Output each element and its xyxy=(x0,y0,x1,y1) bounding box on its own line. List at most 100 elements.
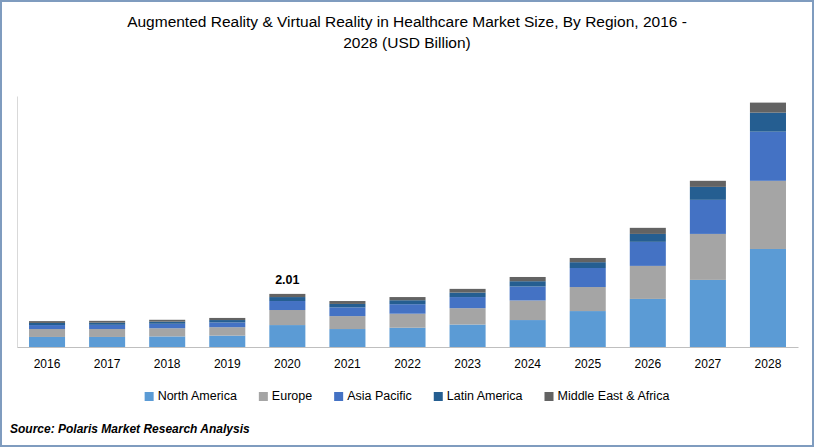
annotation: 2.01 xyxy=(275,273,299,287)
bar-segment xyxy=(630,228,666,234)
legend-label: Latin America xyxy=(447,389,523,403)
bar-segment xyxy=(510,320,546,347)
x-tick: 2018 xyxy=(154,347,181,371)
bar-segment xyxy=(29,321,65,323)
legend-swatch xyxy=(259,392,268,401)
x-tick: 2017 xyxy=(94,347,121,371)
bar-segment xyxy=(269,294,305,297)
legend-swatch xyxy=(545,392,554,401)
x-tick-label: 2027 xyxy=(695,357,722,371)
x-tick: 2024 xyxy=(514,347,541,371)
bar-segment xyxy=(209,322,245,327)
bar-segment xyxy=(389,314,425,328)
bar-segment xyxy=(29,329,65,337)
bar-segment xyxy=(570,311,606,347)
bar-segment xyxy=(570,287,606,311)
legend-swatch xyxy=(334,392,343,401)
x-tick: 2025 xyxy=(574,347,601,371)
x-tick-label: 2021 xyxy=(334,357,361,371)
bar-segment xyxy=(329,307,365,316)
bar-segment xyxy=(149,320,185,322)
caption: Source: Polaris Market Research Analysis xyxy=(10,422,250,436)
x-tick: 2028 xyxy=(755,347,782,371)
x-tick: 2027 xyxy=(695,347,722,371)
x-tick: 2020 xyxy=(274,347,301,371)
y-axis xyxy=(17,97,18,348)
legend-item: Middle East & Africa xyxy=(545,389,670,403)
x-tick-label: 2019 xyxy=(214,357,241,371)
bar-segment xyxy=(269,310,305,325)
bar-segment xyxy=(630,242,666,266)
bar-segment xyxy=(149,322,185,324)
bar-segment xyxy=(329,304,365,307)
bar-segment xyxy=(89,337,125,347)
bar-segment xyxy=(389,297,425,300)
bar-segment xyxy=(450,325,486,347)
x-tick: 2019 xyxy=(214,347,241,371)
legend-swatch xyxy=(434,392,443,401)
legend-item: Asia Pacific xyxy=(334,389,412,403)
x-tick-label: 2022 xyxy=(394,357,421,371)
bar-segment xyxy=(750,181,786,249)
bar-segment xyxy=(690,200,726,234)
bar-segment xyxy=(570,268,606,287)
legend-label: Europe xyxy=(272,389,312,403)
x-tick: 2016 xyxy=(34,347,61,371)
legend-label: Middle East & Africa xyxy=(558,389,670,403)
x-tick-label: 2016 xyxy=(34,357,61,371)
title: Augmented Reality & Virtual Reality in H… xyxy=(127,13,687,51)
bar-segment xyxy=(89,321,125,323)
bar-segment xyxy=(750,132,786,181)
bar-segment xyxy=(389,328,425,347)
bar-segment xyxy=(209,336,245,347)
chart: Augmented Reality & Virtual Reality in H… xyxy=(0,0,814,447)
bar-segment xyxy=(750,113,786,132)
x-tick-label: 2017 xyxy=(94,357,121,371)
x-tick: 2023 xyxy=(454,347,481,371)
bar-segment xyxy=(89,329,125,337)
x-tick-label: 2028 xyxy=(755,357,782,371)
bar-segment xyxy=(149,324,185,328)
bar-segment xyxy=(510,281,546,286)
bar-segment xyxy=(690,187,726,200)
bar-segment xyxy=(570,262,606,268)
bar-segment xyxy=(209,318,245,320)
legend-label: North America xyxy=(158,389,237,403)
bar-segment xyxy=(630,299,666,347)
x-tick: 2022 xyxy=(394,347,421,371)
bar-segment xyxy=(209,327,245,335)
bar-segment xyxy=(269,297,305,301)
bar-segment xyxy=(149,336,185,347)
bar-segment xyxy=(29,325,65,329)
bar-segment xyxy=(510,277,546,281)
bar-segment xyxy=(89,325,125,329)
bar-segment xyxy=(329,301,365,304)
bar-segment xyxy=(329,316,365,329)
legend: North America Europe Asia Pacific Latin Ame… xyxy=(145,389,670,403)
legend-item: Latin America xyxy=(434,389,523,403)
x-tick: 2021 xyxy=(334,347,361,371)
bar-segment xyxy=(450,293,486,297)
bar-segment xyxy=(450,308,486,324)
bar-segment xyxy=(570,258,606,262)
bar-segment xyxy=(209,320,245,322)
bar-segment xyxy=(269,325,305,347)
y-axis-line xyxy=(17,97,18,348)
bars xyxy=(29,103,786,347)
bar-segment xyxy=(750,249,786,347)
bar-segment xyxy=(510,286,546,300)
bar-segment xyxy=(690,181,726,187)
x-tick-label: 2020 xyxy=(274,357,301,371)
bar-segment xyxy=(510,300,546,320)
x-axis: 2016 2017 2018 2019 2020 2021 2022 2023 2024 2025… xyxy=(18,347,799,371)
x-tick-label: 2025 xyxy=(574,357,601,371)
legend-label: Asia Pacific xyxy=(347,389,412,403)
bar-segment xyxy=(630,266,666,299)
x-tick: 2026 xyxy=(634,347,661,371)
bar-segment xyxy=(389,300,425,304)
bar-segment xyxy=(630,234,666,242)
bar-segment xyxy=(690,280,726,347)
legend-item: North America xyxy=(145,389,237,403)
bar-segment xyxy=(389,304,425,314)
bar-segment xyxy=(149,328,185,336)
